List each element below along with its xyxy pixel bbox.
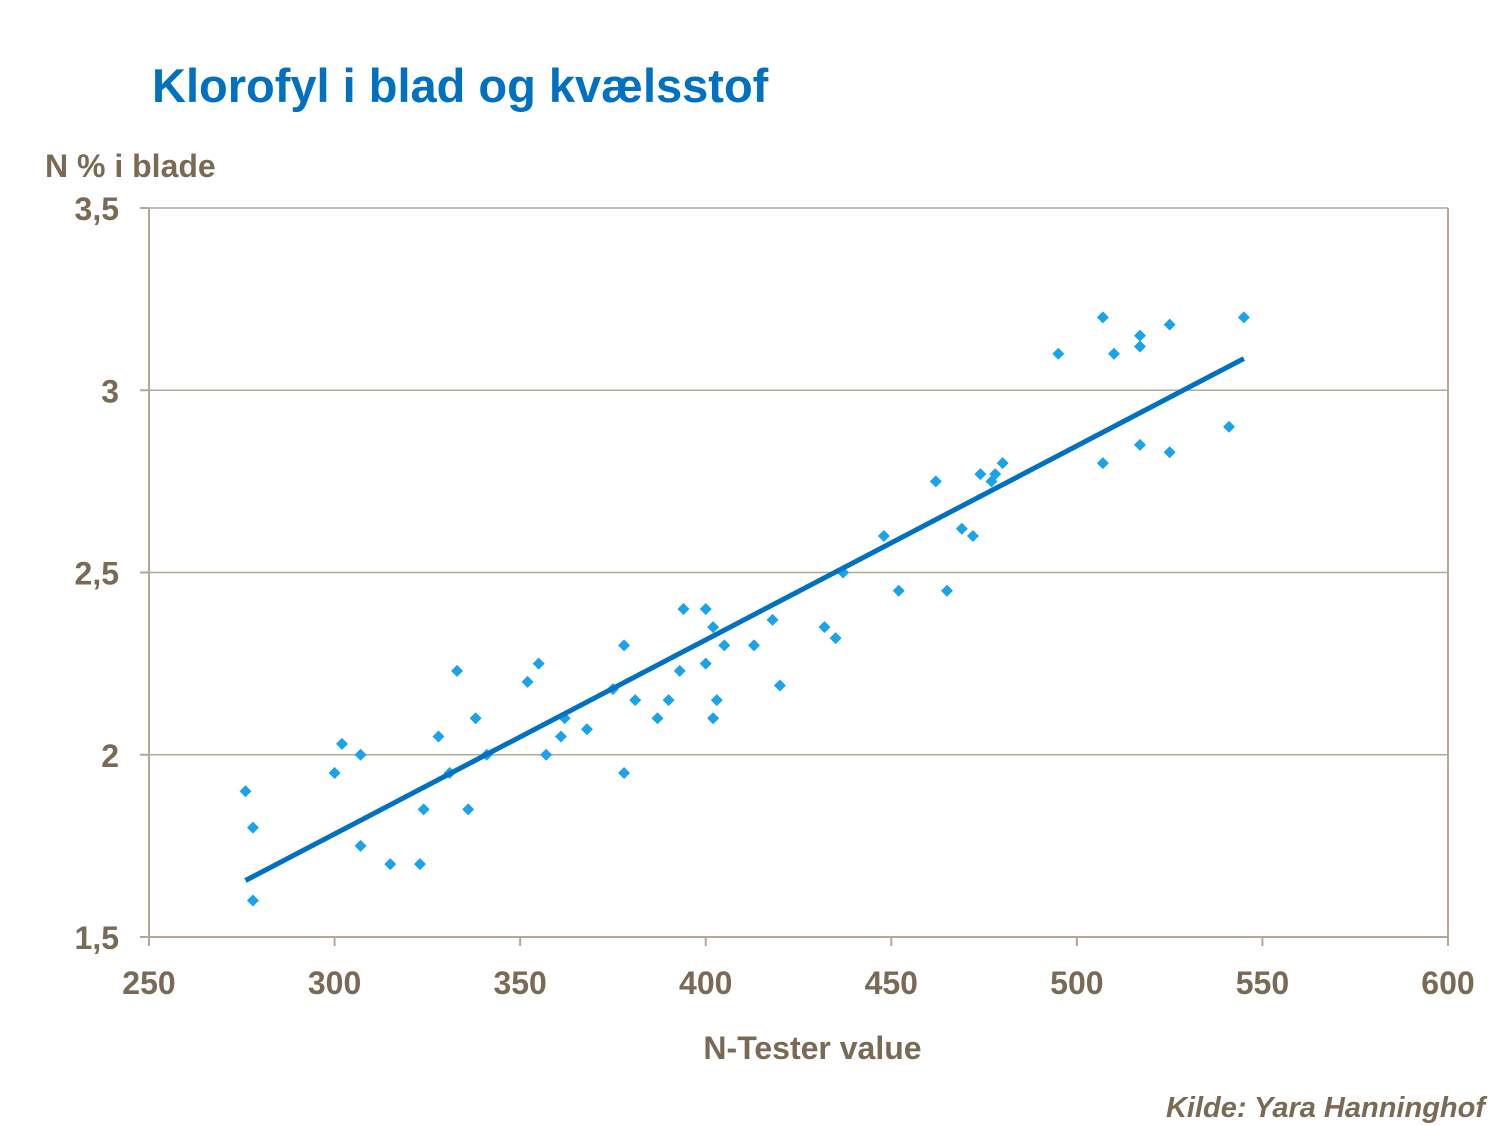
y-tick-label: 3,5 [75, 191, 119, 227]
chart-title: Klorofyl i blad og kvælsstof [152, 59, 769, 112]
data-point [677, 602, 690, 615]
data-point [662, 694, 675, 707]
data-point [1223, 420, 1236, 433]
data-point [413, 858, 426, 871]
data-point [829, 632, 842, 645]
data-point [354, 839, 367, 852]
data-point [554, 730, 567, 743]
data-point [651, 712, 664, 725]
data-point [818, 621, 831, 634]
gridlines [149, 207, 1448, 756]
trendline-group [244, 356, 1246, 883]
data-point [469, 712, 482, 725]
data-point [766, 613, 779, 626]
data-point [699, 602, 712, 615]
data-point [673, 664, 686, 677]
y-axis-ticks: 1,5 2 2,5 3 3,5 [75, 191, 149, 956]
data-point [929, 475, 942, 488]
data-points [239, 311, 1250, 907]
data-point [462, 803, 475, 816]
y-tick-label: 2,5 [75, 556, 119, 592]
data-point [1133, 329, 1146, 342]
data-point [618, 639, 631, 652]
x-tick-label: 400 [679, 965, 732, 1001]
x-tick-label: 500 [1050, 965, 1103, 1001]
y-tick-label: 2 [101, 738, 119, 774]
data-point [1133, 340, 1146, 353]
data-point [432, 730, 445, 743]
data-point [239, 785, 252, 798]
data-point [246, 821, 259, 834]
trendline [244, 356, 1246, 883]
data-point [707, 621, 720, 634]
data-point [955, 522, 968, 535]
data-point [1163, 318, 1176, 331]
data-point [940, 584, 953, 597]
data-point [966, 530, 979, 543]
x-axis-label: N-Tester value [703, 1030, 922, 1066]
x-tick-label: 550 [1236, 965, 1289, 1001]
data-point [417, 803, 430, 816]
data-point [707, 712, 720, 725]
x-tick-label: 250 [122, 965, 175, 1001]
data-point [996, 457, 1009, 470]
x-tick-label: 600 [1421, 965, 1474, 1001]
data-point [328, 766, 341, 779]
data-point [618, 766, 631, 779]
y-tick-label: 3 [101, 373, 119, 409]
data-point [974, 468, 987, 481]
data-point [1107, 347, 1120, 360]
data-point [1133, 438, 1146, 451]
data-point [877, 530, 890, 543]
source-note: Kilde: Yara Hanninghof [1165, 1092, 1485, 1124]
data-point [540, 748, 553, 761]
data-point [1052, 347, 1065, 360]
data-point [718, 639, 731, 652]
data-point [747, 639, 760, 652]
data-point [451, 664, 464, 677]
y-tick-label: 1,5 [75, 920, 119, 956]
data-point [710, 694, 723, 707]
x-tick-label: 300 [308, 965, 361, 1001]
y-axis-label: N % i blade [45, 148, 216, 184]
data-point [1237, 311, 1250, 324]
data-point [1096, 457, 1109, 470]
data-point [354, 748, 367, 761]
x-axis-ticks: 250 300 350 400 450 500 550 600 [122, 937, 1475, 1001]
data-point [335, 737, 348, 750]
x-axis-label-wrap: N-Tester value [0, 1030, 1501, 1067]
data-point [629, 694, 642, 707]
data-point [773, 679, 786, 692]
data-point [532, 657, 545, 670]
data-point [384, 858, 397, 871]
data-point [892, 584, 905, 597]
data-point [521, 675, 534, 688]
x-tick-label: 450 [865, 965, 918, 1001]
data-point [989, 468, 1002, 481]
data-point [699, 657, 712, 670]
data-point [1163, 446, 1176, 459]
x-tick-label: 350 [493, 965, 546, 1001]
data-point [580, 723, 593, 736]
data-point [1096, 311, 1109, 324]
data-point [246, 894, 259, 907]
